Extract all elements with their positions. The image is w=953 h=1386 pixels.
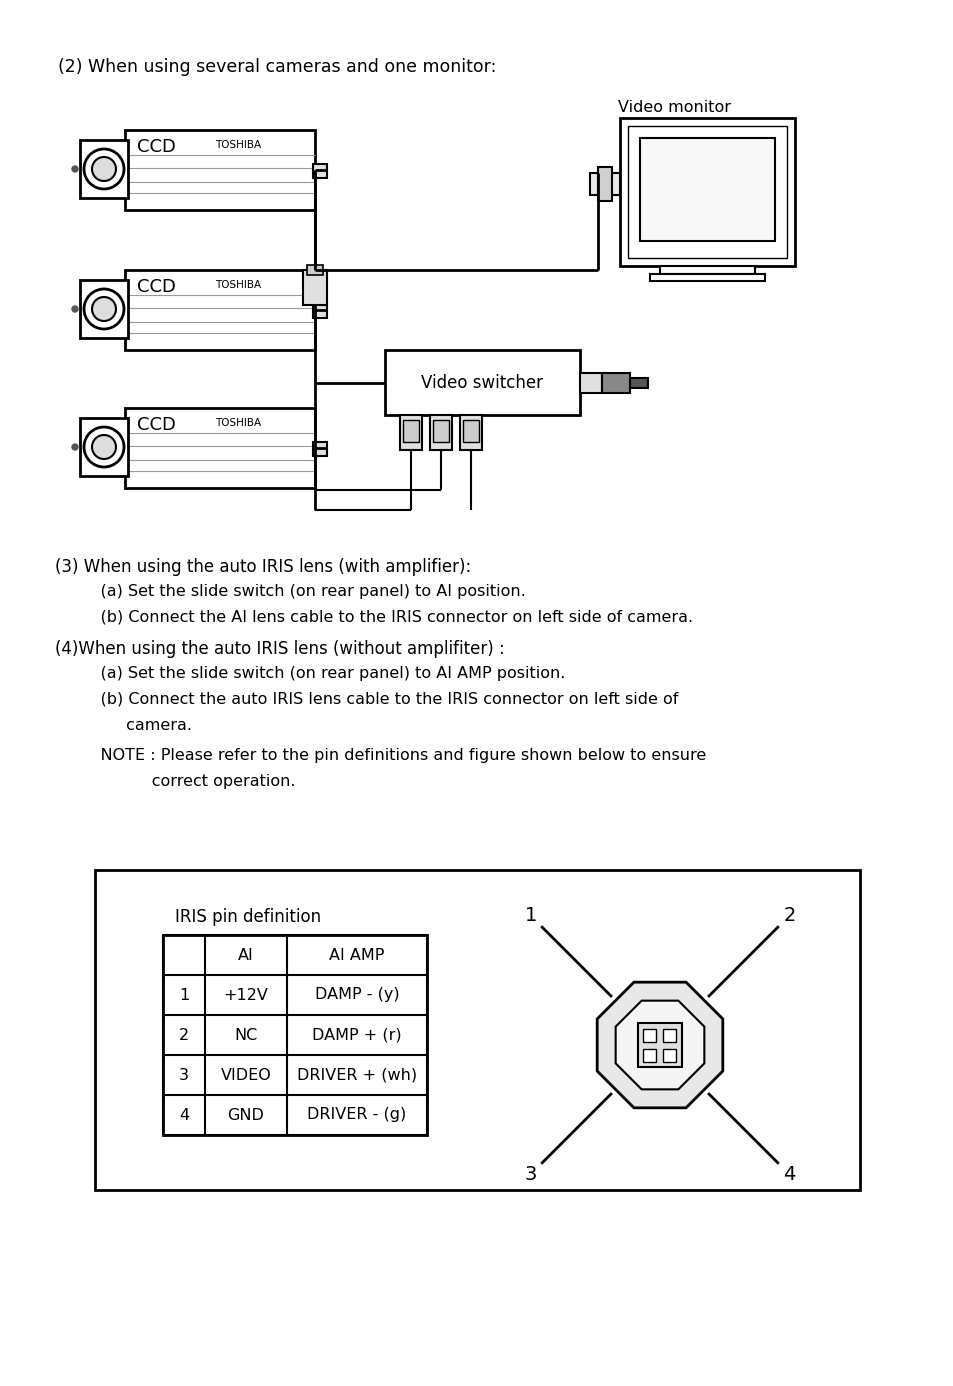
- Text: DRIVER + (wh): DRIVER + (wh): [296, 1067, 416, 1082]
- Text: Video switcher: Video switcher: [421, 373, 543, 391]
- Bar: [313, 442, 327, 456]
- Bar: [579, 373, 601, 392]
- Polygon shape: [597, 983, 722, 1107]
- Text: CCD: CCD: [137, 279, 175, 297]
- Circle shape: [71, 444, 78, 450]
- Text: camera.: camera.: [80, 718, 192, 733]
- Text: 2: 2: [179, 1027, 189, 1042]
- Text: TOSHIBA: TOSHIBA: [214, 419, 261, 428]
- Bar: [638, 1023, 681, 1067]
- Circle shape: [91, 157, 116, 182]
- Text: GND: GND: [228, 1107, 264, 1123]
- Text: NC: NC: [234, 1027, 257, 1042]
- Text: (b) Connect the auto IRIS lens cable to the IRIS connector on left side of: (b) Connect the auto IRIS lens cable to …: [80, 692, 678, 707]
- Bar: [627, 126, 786, 258]
- Text: (3) When using the auto IRIS lens (with amplifier):: (3) When using the auto IRIS lens (with …: [55, 559, 471, 577]
- Text: 4: 4: [782, 1164, 795, 1184]
- Circle shape: [84, 290, 124, 328]
- Bar: [662, 1028, 676, 1041]
- Bar: [430, 414, 452, 450]
- Text: Video monitor: Video monitor: [618, 100, 730, 115]
- Bar: [462, 420, 478, 442]
- Bar: [80, 419, 128, 475]
- Text: TOSHIBA: TOSHIBA: [214, 140, 261, 150]
- Bar: [307, 265, 323, 274]
- Circle shape: [84, 427, 124, 467]
- Text: CCD: CCD: [137, 139, 175, 157]
- Bar: [125, 130, 314, 211]
- Text: VIDEO: VIDEO: [220, 1067, 271, 1082]
- Circle shape: [91, 435, 116, 459]
- Text: DRIVER - (g): DRIVER - (g): [307, 1107, 406, 1123]
- Bar: [459, 414, 481, 450]
- Text: IRIS pin definition: IRIS pin definition: [174, 908, 321, 926]
- Bar: [433, 420, 449, 442]
- Bar: [601, 373, 629, 392]
- Bar: [163, 936, 427, 1135]
- Text: (a) Set the slide switch (on rear panel) to AI position.: (a) Set the slide switch (on rear panel)…: [80, 584, 525, 599]
- Bar: [80, 140, 128, 198]
- Text: AI AMP: AI AMP: [329, 948, 384, 962]
- Text: DAMP + (r): DAMP + (r): [312, 1027, 401, 1042]
- Bar: [662, 1048, 676, 1062]
- Text: AI: AI: [238, 948, 253, 962]
- Bar: [629, 377, 647, 388]
- Text: (b) Connect the AI lens cable to the IRIS connector on left side of camera.: (b) Connect the AI lens cable to the IRI…: [80, 610, 693, 625]
- Text: (4)When using the auto IRIS lens (without amplifiter) :: (4)When using the auto IRIS lens (withou…: [55, 640, 504, 658]
- Text: 3: 3: [179, 1067, 189, 1082]
- Bar: [95, 870, 859, 1191]
- Text: DAMP - (y): DAMP - (y): [314, 987, 399, 1002]
- Bar: [402, 420, 418, 442]
- Bar: [303, 270, 327, 305]
- Polygon shape: [615, 1001, 703, 1089]
- Bar: [598, 166, 612, 201]
- Text: 4: 4: [179, 1107, 189, 1123]
- Bar: [659, 266, 754, 274]
- Bar: [313, 164, 327, 177]
- Circle shape: [71, 306, 78, 312]
- Text: 1: 1: [178, 987, 189, 1002]
- Bar: [125, 407, 314, 488]
- Bar: [643, 1028, 656, 1041]
- Text: NOTE : Please refer to the pin definitions and figure shown below to ensure: NOTE : Please refer to the pin definitio…: [80, 748, 705, 764]
- Bar: [649, 274, 764, 281]
- Circle shape: [84, 150, 124, 188]
- Text: 2: 2: [782, 906, 795, 924]
- Text: CCD: CCD: [137, 416, 175, 434]
- Bar: [639, 139, 774, 241]
- Text: +12V: +12V: [223, 987, 268, 1002]
- Bar: [619, 118, 794, 266]
- Text: 1: 1: [524, 906, 537, 924]
- Bar: [313, 304, 327, 317]
- Bar: [125, 270, 314, 351]
- Text: (a) Set the slide switch (on rear panel) to AI AMP position.: (a) Set the slide switch (on rear panel)…: [80, 667, 565, 681]
- Bar: [399, 414, 421, 450]
- Text: (2) When using several cameras and one monitor:: (2) When using several cameras and one m…: [58, 58, 496, 76]
- Text: correct operation.: correct operation.: [80, 773, 295, 789]
- Text: TOSHIBA: TOSHIBA: [214, 280, 261, 290]
- Bar: [385, 351, 579, 414]
- Bar: [80, 280, 128, 338]
- Bar: [643, 1048, 656, 1062]
- Circle shape: [91, 297, 116, 322]
- Text: 3: 3: [524, 1164, 537, 1184]
- Circle shape: [71, 166, 78, 172]
- Bar: [589, 173, 619, 195]
